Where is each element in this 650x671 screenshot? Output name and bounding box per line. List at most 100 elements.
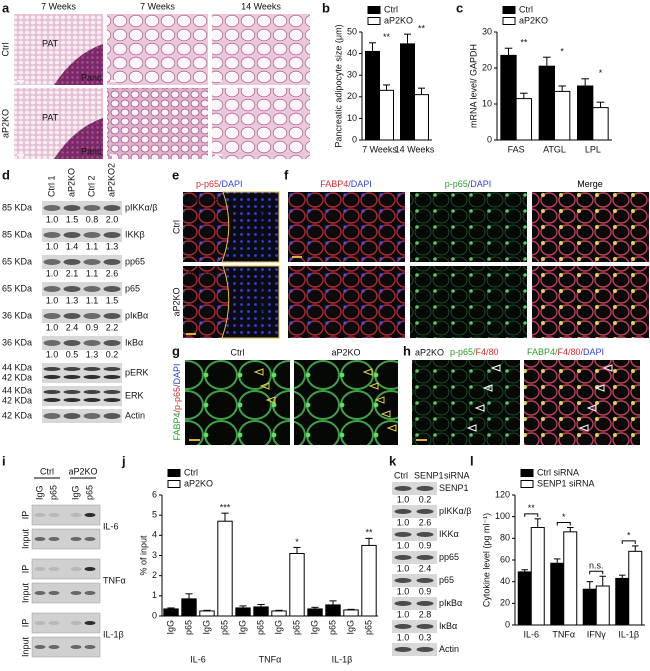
gel-strip — [31, 558, 101, 580]
blot-band — [48, 537, 60, 541]
blot-band — [394, 509, 412, 514]
title-part: p-p65 — [196, 179, 219, 189]
blot-band — [83, 398, 101, 402]
blot-strip — [42, 228, 122, 242]
row-label: aP2KO — [171, 287, 181, 316]
blot-band — [83, 313, 101, 319]
blot-band — [43, 313, 61, 319]
protein-label: IKKα — [439, 529, 459, 539]
significance-bracket — [556, 522, 571, 526]
header-label: SENP1 — [414, 470, 444, 480]
row-label: aP2KO — [0, 109, 10, 138]
quant-value: 2.8 — [419, 609, 432, 619]
legend-label: aP2KO — [184, 478, 213, 488]
blot-band — [416, 555, 434, 560]
blot-band — [416, 509, 434, 514]
blot-band — [34, 621, 46, 625]
bar — [414, 94, 429, 141]
strip-label: IP — [20, 619, 30, 628]
bar — [199, 610, 215, 617]
row-label: Ctrl — [0, 43, 10, 57]
y-tick-label: 100 — [495, 511, 510, 521]
blot-band — [84, 567, 96, 571]
x-tick-label: IgG — [273, 620, 283, 635]
legend-label: SENP1 siRNA — [537, 478, 595, 488]
significance-bracket — [589, 570, 604, 575]
header-label: siRNA — [444, 470, 470, 480]
blot-band — [70, 537, 82, 541]
tissue-label: Pancreas — [256, 282, 266, 321]
kda-label: 36 KDa — [2, 310, 32, 320]
quant-value: 1.0 — [397, 586, 410, 596]
protein-label: pp65 — [125, 256, 145, 266]
legend-label: aP2KO — [384, 15, 413, 25]
group-label: Ctrl — [40, 466, 54, 476]
panel-letter: l — [470, 453, 474, 468]
significance-label: * — [560, 47, 564, 57]
blot-band — [43, 286, 61, 292]
y-tick-label: 20 — [500, 598, 510, 608]
blot-strip — [392, 528, 437, 541]
blot-band — [34, 537, 46, 541]
blot-band — [394, 647, 412, 652]
title-part: Merge — [577, 179, 603, 189]
y-tick-label: 20 — [347, 91, 357, 101]
protein-label: p65 — [439, 575, 454, 585]
protein-label: IκBα — [439, 621, 457, 631]
lane-label: Ctrl 2 — [86, 175, 96, 197]
blot-band — [48, 645, 60, 649]
arrowhead — [253, 368, 264, 376]
lane-label: IgG — [70, 485, 80, 500]
significance-label: * — [295, 537, 299, 547]
y-axis-label: Cytokine level (pg ml⁻¹) — [481, 513, 491, 607]
y-tick-label: 50 — [347, 26, 357, 36]
blot-band — [63, 398, 81, 402]
histology-image — [212, 14, 310, 85]
blot-band — [83, 367, 101, 371]
title-part: /DAPI — [219, 179, 243, 189]
panel-letter: k — [389, 453, 397, 468]
bar — [530, 527, 545, 626]
title-part: FABP4/ — [527, 347, 558, 357]
x-tick-label: IgG — [165, 620, 175, 635]
quant-value: 0.5 — [66, 349, 79, 359]
quant-value: 2.1 — [66, 268, 79, 278]
arrowhead — [474, 404, 485, 412]
micrograph — [524, 360, 640, 445]
blot-band — [84, 513, 96, 517]
x-tick-label: IFNγ — [587, 629, 606, 639]
y-tick-label: 0 — [352, 134, 357, 144]
blot-band — [394, 601, 412, 606]
blot-band — [83, 390, 101, 394]
panel-letter: h — [403, 343, 411, 358]
quant-value: 1.0 — [46, 322, 59, 332]
blot-band — [83, 375, 101, 379]
target-label: TNFα — [103, 575, 126, 585]
micrograph — [294, 360, 398, 445]
blot-strip — [392, 620, 437, 633]
blot-band — [103, 205, 121, 211]
blot-band — [84, 621, 96, 625]
legend-swatch — [502, 17, 516, 25]
quant-value: 2.4 — [419, 563, 432, 573]
blot-band — [416, 532, 434, 537]
blot-strip — [392, 574, 437, 587]
y-axis-label: % of input — [138, 535, 148, 576]
legend-label: Ctrl — [384, 4, 398, 14]
blot-band — [83, 232, 101, 238]
protein-label: ERK — [125, 390, 144, 400]
kda-label: 42 KDa — [2, 372, 32, 382]
blot-band — [43, 259, 61, 265]
y-tick-label: 120 — [495, 489, 510, 499]
y-tick-label: 1 — [152, 590, 157, 600]
x-tick-label: ATGL — [543, 144, 566, 154]
arrowhead — [490, 364, 501, 372]
group-label: IL-6 — [190, 654, 206, 664]
quant-value: 1.0 — [46, 241, 59, 251]
bar — [289, 552, 305, 617]
gel-strip — [31, 582, 101, 604]
quant-value: 1.1 — [86, 295, 99, 305]
bar — [307, 608, 323, 617]
kda-label: 44 KDa — [2, 385, 32, 395]
